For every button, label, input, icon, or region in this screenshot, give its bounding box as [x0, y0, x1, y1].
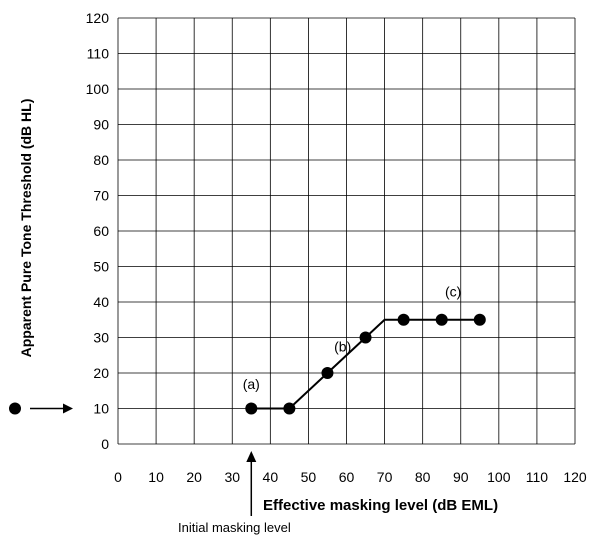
axis-tick-labels: 0 10 20 30 40 50 60 70 80 90 100 110 120 0 10 20 30 40 50 6… — [86, 10, 587, 485]
y-tick-label: 120 — [86, 10, 110, 26]
data-point — [398, 314, 410, 326]
initial-masking-arrowhead — [246, 451, 256, 462]
y-axis-label: Apparent Pure Tone Threshold (dB HL) — [18, 99, 34, 358]
x-tick-label: 60 — [339, 469, 355, 485]
unmasked-threshold-marker — [9, 403, 21, 415]
x-tick-label: 110 — [526, 469, 549, 485]
unmasked-threshold-arrowhead — [63, 404, 73, 414]
annotation-label: (b) — [334, 339, 351, 355]
x-tick-label: 90 — [453, 469, 469, 485]
x-tick-label: 30 — [224, 469, 240, 485]
y-tick-label: 70 — [93, 188, 109, 204]
data-point — [436, 314, 448, 326]
y-tick-label: 100 — [86, 81, 110, 97]
x-tick-label: 40 — [263, 469, 279, 485]
x-tick-label: 70 — [377, 469, 393, 485]
x-tick-label: 10 — [148, 469, 164, 485]
y-tick-label: 80 — [93, 152, 109, 168]
data-point — [321, 367, 333, 379]
annotation-label: (c) — [445, 284, 461, 300]
x-tick-label: 120 — [563, 469, 587, 485]
y-tick-label: 20 — [93, 365, 109, 381]
plateau-series — [245, 314, 485, 415]
x-tick-label: 20 — [186, 469, 202, 485]
data-point — [474, 314, 486, 326]
x-tick-label: 50 — [301, 469, 317, 485]
y-tick-label: 0 — [101, 436, 109, 452]
x-axis-label: Effective masking level (dB EML) — [263, 497, 498, 514]
x-tick-label: 0 — [114, 469, 122, 485]
y-tick-label: 40 — [93, 294, 109, 310]
y-tick-label: 60 — [93, 223, 109, 239]
y-tick-label: 50 — [93, 259, 109, 275]
x-tick-label: 80 — [415, 469, 431, 485]
grid-lines — [118, 18, 575, 444]
y-tick-label: 90 — [93, 117, 109, 133]
annotation-label: (a) — [243, 376, 260, 392]
y-tick-label: 110 — [87, 46, 110, 62]
y-tick-label: 10 — [93, 401, 109, 417]
data-point — [245, 403, 257, 415]
data-point — [360, 332, 372, 344]
x-tick-label: 100 — [487, 469, 511, 485]
y-tick-label: 30 — [93, 330, 109, 346]
data-point — [283, 403, 295, 415]
initial-masking-label: Initial masking level — [178, 520, 291, 535]
